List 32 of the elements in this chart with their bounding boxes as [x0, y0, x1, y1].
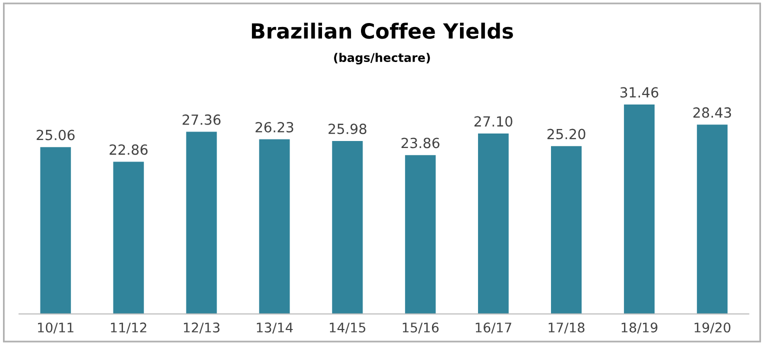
x-tick-label: 17/18	[548, 322, 584, 334]
x-tick-label: 15/16	[402, 322, 439, 334]
bar	[40, 147, 71, 314]
x-tick-label: 10/11	[38, 322, 74, 334]
bar	[624, 104, 655, 314]
x-tick-label: 14/15	[330, 322, 366, 334]
chart-title: Brazilian Coffee Yields	[252, 22, 513, 39]
bar	[696, 124, 728, 314]
x-tick-label: 11/12	[110, 322, 146, 334]
x-tick-label: 12/13	[184, 322, 220, 334]
bar	[186, 132, 217, 314]
data-label: 27.36	[182, 114, 221, 125]
bar	[478, 134, 509, 314]
data-label: 31.46	[620, 87, 658, 98]
bar	[405, 155, 436, 314]
x-tick-label: 19/20	[694, 322, 730, 334]
data-label: 22.86	[110, 144, 148, 155]
data-label: 27.10	[474, 116, 512, 127]
x-tick-label: 16/17	[476, 322, 512, 334]
data-label: 25.06	[36, 130, 75, 140]
chart-subtitle: (bags/hectare)	[334, 52, 430, 64]
bar	[332, 140, 363, 314]
data-label: 23.86	[402, 138, 440, 148]
bar	[259, 139, 290, 314]
x-tick-label: 13/14	[256, 322, 293, 334]
data-label: 25.20	[547, 128, 586, 140]
bar	[550, 146, 582, 314]
data-label: 26.23	[256, 122, 294, 132]
data-label: 25.98	[328, 124, 366, 134]
bar	[113, 162, 144, 314]
x-tick-label: 18/19	[622, 322, 658, 334]
data-label: 28.43	[693, 107, 732, 118]
